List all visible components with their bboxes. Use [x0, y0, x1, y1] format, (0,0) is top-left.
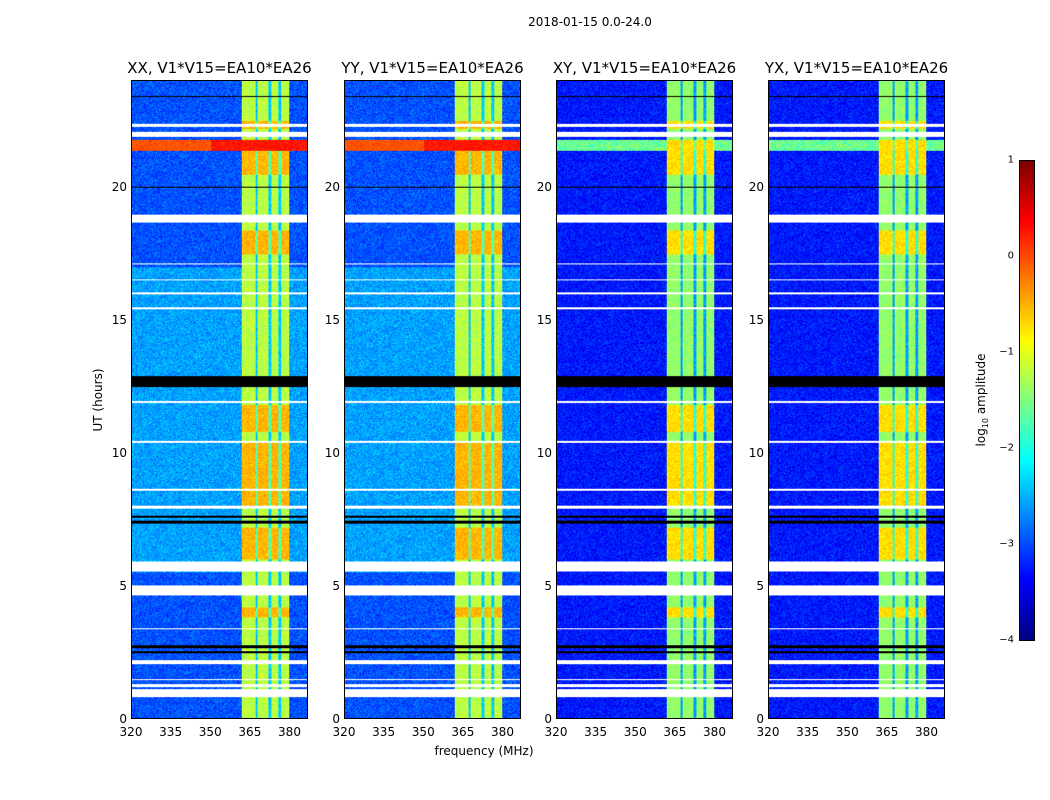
y-tick-label: 10	[324, 445, 340, 460]
y-tick-label: 20	[324, 179, 340, 194]
y-tick-label: 10	[748, 445, 764, 460]
panel-title-1: YY, V1*V15=EA10*EA26	[341, 59, 524, 77]
colorbar-tick-label: −2	[999, 442, 1014, 454]
heatmap-panel-1	[344, 80, 521, 719]
y-tick-label: 20	[748, 179, 764, 194]
colorbar-label-rest: amplitude	[973, 353, 988, 418]
heatmap-image	[345, 81, 520, 718]
x-tick-label: 365	[451, 725, 475, 739]
x-tick-label: 365	[875, 725, 899, 739]
y-tick-label: 15	[536, 312, 552, 327]
y-tick-label: 5	[756, 578, 764, 593]
x-tick-label: 350	[198, 725, 222, 739]
x-tick-label: 380	[491, 725, 514, 739]
y-tick-label: 15	[324, 312, 340, 327]
colorbar-label: log10 amplitude	[974, 354, 990, 447]
heatmap-image	[557, 81, 732, 718]
colorbar-tick-label: 0	[1007, 250, 1014, 262]
y-axis-label: UT (hours)	[91, 368, 105, 432]
y-tick-label: 10	[111, 445, 127, 460]
x-tick-label: 320	[756, 725, 780, 739]
x-tick-label: 335	[584, 725, 608, 739]
x-tick-label: 380	[915, 725, 938, 739]
x-tick-label: 320	[119, 725, 143, 739]
figure-title: 2018-01-15 0.0-24.0	[528, 15, 652, 29]
y-tick-label: 0	[332, 712, 340, 726]
y-tick-label: 15	[748, 312, 764, 327]
x-tick-label: 335	[372, 725, 396, 739]
x-tick-label: 320	[544, 725, 568, 739]
y-tick-label: 0	[756, 712, 764, 726]
y-tick-label: 5	[544, 578, 552, 593]
colorbar	[1019, 160, 1035, 641]
x-tick-label: 350	[411, 725, 435, 739]
y-tick-label: 20	[536, 179, 552, 194]
y-tick-label: 0	[119, 712, 127, 726]
x-axis-label: frequency (MHz)	[434, 744, 534, 758]
y-tick-label: 0	[544, 712, 552, 726]
colorbar-label-log: log	[973, 428, 988, 447]
colorbar-tick-label: −1	[999, 346, 1014, 358]
heatmap-panel-2	[556, 80, 733, 719]
panel-title-3: YX, V1*V15=EA10*EA26	[764, 59, 949, 77]
panel-title-0: XX, V1*V15=EA10*EA26	[127, 59, 312, 77]
heatmap-panel-3	[768, 80, 945, 719]
colorbar-tick-label: −4	[999, 634, 1014, 646]
x-tick-label: 320	[332, 725, 356, 739]
heatmap-image	[769, 81, 944, 718]
y-tick-label: 20	[111, 179, 127, 194]
x-tick-label: 365	[238, 725, 262, 739]
colorbar-tick-label: −3	[999, 538, 1014, 550]
x-tick-label: 380	[278, 725, 301, 739]
x-tick-label: 350	[835, 725, 859, 739]
panel-title-2: XY, V1*V15=EA10*EA26	[552, 59, 737, 77]
x-tick-label: 365	[663, 725, 687, 739]
y-tick-label: 10	[536, 445, 552, 460]
colorbar-label-sub: 10	[981, 417, 991, 429]
x-tick-label: 380	[703, 725, 726, 739]
heatmap-panel-0	[131, 80, 308, 719]
colorbar-tick-label: 1	[1007, 154, 1014, 166]
x-tick-label: 350	[623, 725, 647, 739]
y-tick-label: 5	[332, 578, 340, 593]
y-tick-label: 15	[111, 312, 127, 327]
x-tick-label: 335	[796, 725, 820, 739]
heatmap-image	[132, 81, 307, 718]
x-tick-label: 335	[159, 725, 183, 739]
y-tick-label: 5	[119, 578, 127, 593]
